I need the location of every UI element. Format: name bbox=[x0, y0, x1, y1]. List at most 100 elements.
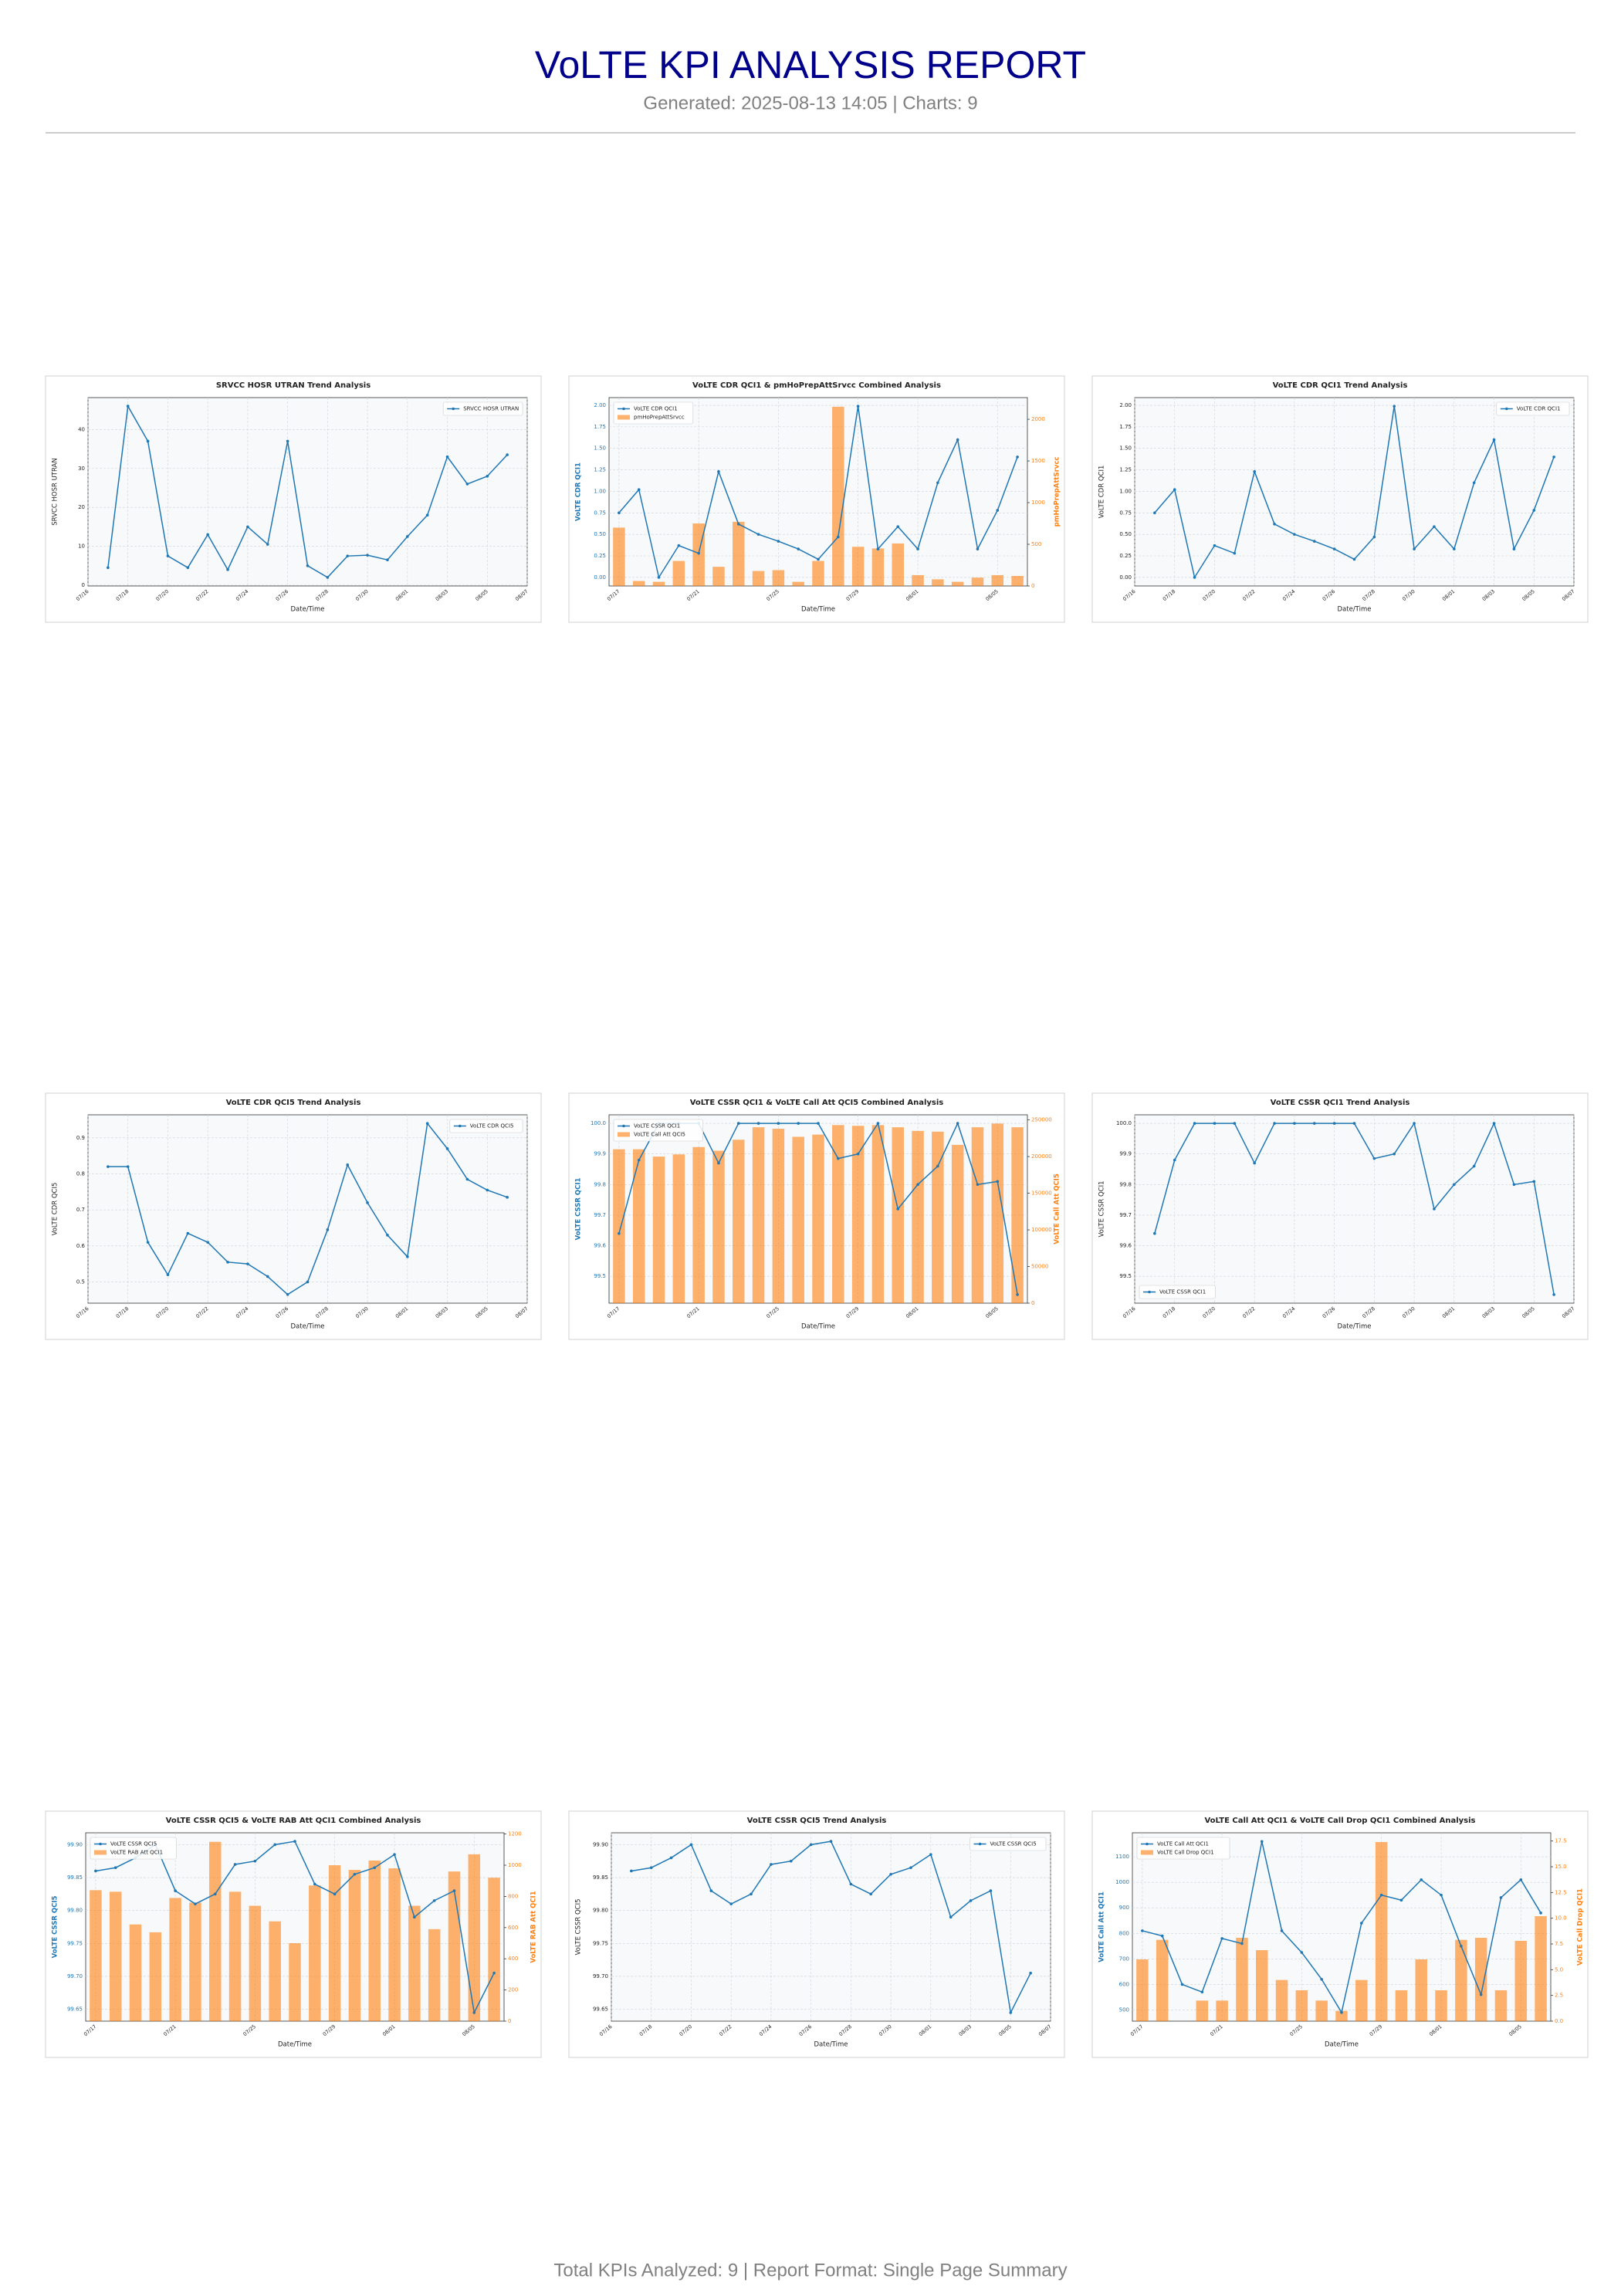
bar bbox=[1355, 1979, 1368, 2021]
bar bbox=[1156, 1939, 1169, 2021]
point-marker bbox=[976, 1183, 980, 1187]
bar bbox=[1455, 1939, 1467, 2021]
y-tick-label: 100.0 bbox=[1116, 1120, 1132, 1126]
point-marker bbox=[956, 438, 959, 442]
point-marker bbox=[113, 1866, 117, 1870]
legend-label: pmHoPrepAttSrvcc bbox=[634, 415, 685, 421]
point-marker bbox=[797, 547, 800, 550]
y2-tick-label: 10.0 bbox=[1555, 1915, 1567, 1922]
point-marker bbox=[1273, 522, 1276, 526]
point-marker bbox=[1433, 525, 1436, 528]
plot-area bbox=[1132, 1832, 1552, 2022]
y2-tick-label: 200 bbox=[508, 1987, 518, 1993]
y-tick-label: 0.75 bbox=[594, 510, 606, 516]
bar bbox=[249, 1905, 262, 2021]
bar bbox=[468, 1854, 481, 2021]
y-tick-label: 99.75 bbox=[67, 1940, 83, 1946]
bar bbox=[652, 1156, 665, 1303]
y-tick-label: 800 bbox=[1119, 1930, 1129, 1936]
legend-label: VoLTE CSSR QCI5 bbox=[110, 1841, 157, 1847]
y-tick-label: 0.7 bbox=[76, 1207, 85, 1213]
legend-box bbox=[1496, 401, 1570, 416]
x-axis-label: Date/Time bbox=[291, 606, 325, 614]
point-marker bbox=[432, 1899, 436, 1902]
y2-tick-label: 0 bbox=[508, 2018, 511, 2024]
bar bbox=[912, 1130, 924, 1303]
point-marker bbox=[1173, 488, 1176, 492]
plot-area bbox=[87, 1114, 528, 1304]
y-tick-label: 99.90 bbox=[593, 1841, 608, 1847]
plot-area bbox=[611, 1832, 1051, 2022]
point-marker bbox=[186, 566, 190, 570]
y-tick-label: 0.00 bbox=[594, 574, 606, 581]
bar bbox=[991, 1123, 1004, 1303]
legend-swatch-marker bbox=[622, 407, 625, 411]
point-marker bbox=[126, 405, 130, 408]
chart-title: VoLTE CDR QCI1 & pmHoPrepAttSrvcc Combin… bbox=[692, 381, 941, 390]
point-marker bbox=[697, 551, 700, 555]
bar bbox=[892, 543, 904, 586]
bar bbox=[692, 1146, 705, 1303]
point-marker bbox=[618, 511, 621, 515]
point-marker bbox=[393, 1853, 396, 1856]
bar bbox=[1535, 1916, 1547, 2021]
point-marker bbox=[452, 1889, 456, 1892]
point-marker bbox=[306, 564, 310, 567]
point-marker bbox=[1539, 1912, 1542, 1915]
report-footer: Total KPIs Analyzed: 9 | Report Format: … bbox=[553, 2260, 1067, 2281]
point-marker bbox=[1532, 509, 1536, 512]
point-marker bbox=[445, 1147, 449, 1150]
bar bbox=[189, 1902, 201, 2021]
point-marker bbox=[869, 1892, 873, 1896]
point-marker bbox=[677, 544, 681, 547]
y-tick-label: 100.0 bbox=[591, 1120, 606, 1126]
y2-tick-label: 800 bbox=[508, 1893, 518, 1899]
bar bbox=[951, 581, 964, 586]
point-marker bbox=[996, 1180, 1000, 1184]
point-marker bbox=[1332, 1122, 1336, 1125]
legend-label: VoLTE CSSR QCI1 bbox=[634, 1123, 680, 1129]
legend-label: VoLTE Call Att QCI5 bbox=[634, 1132, 685, 1138]
point-marker bbox=[465, 483, 469, 486]
y-tick-label: 0.6 bbox=[76, 1243, 86, 1249]
bar bbox=[832, 406, 844, 586]
legend-label: VoLTE CSSR QCI1 bbox=[1159, 1289, 1206, 1295]
y-tick-label: 1.00 bbox=[594, 488, 606, 494]
bar bbox=[912, 574, 924, 586]
y-axis-label: VoLTE CDR QCI1 bbox=[1098, 466, 1106, 519]
point-marker bbox=[756, 533, 760, 536]
point-marker bbox=[1420, 1878, 1423, 1881]
point-marker bbox=[669, 1856, 673, 1860]
point-marker bbox=[194, 1902, 197, 1905]
y-tick-label: 1.25 bbox=[1119, 467, 1132, 473]
bar bbox=[1196, 2000, 1209, 2021]
point-marker bbox=[976, 547, 980, 550]
point-marker bbox=[1393, 405, 1396, 408]
point-marker bbox=[649, 1866, 653, 1870]
point-marker bbox=[486, 1188, 489, 1192]
point-marker bbox=[909, 1866, 912, 1870]
point-marker bbox=[253, 1859, 257, 1863]
y-tick-label: 0.8 bbox=[76, 1171, 85, 1177]
chart-panel: VoLTE CSSR QCI5 Trend Analysis 99.65 99.70… bbox=[568, 1810, 1065, 2058]
point-marker bbox=[630, 1869, 633, 1873]
point-marker bbox=[1160, 1934, 1164, 1938]
x-axis-label: Date/Time bbox=[1338, 606, 1372, 614]
chart-panel: VoLTE Call Att QCI1 & VoLTE Call Drop QC… bbox=[1091, 1810, 1589, 2058]
x-axis-label: Date/Time bbox=[1325, 2041, 1359, 2049]
point-marker bbox=[226, 568, 229, 571]
point-marker bbox=[326, 576, 330, 579]
point-marker bbox=[1413, 1122, 1416, 1125]
point-marker bbox=[313, 1882, 316, 1886]
y-tick-label: 99.75 bbox=[593, 1940, 608, 1946]
bar bbox=[1494, 1990, 1508, 2021]
legend-box bbox=[90, 1837, 177, 1860]
y-tick-label: 99.6 bbox=[1119, 1243, 1132, 1249]
y-axis-label: VoLTE CDR QCI5 bbox=[52, 1183, 59, 1236]
chart-panel: SRVCC HOSR UTRAN Trend Analysis 0 10 20 30 40… bbox=[45, 375, 542, 623]
point-marker bbox=[206, 1241, 209, 1244]
point-marker bbox=[1413, 547, 1416, 550]
point-marker bbox=[226, 1261, 229, 1264]
y-axis-label: VoLTE CSSR QCI1 bbox=[1098, 1180, 1106, 1237]
